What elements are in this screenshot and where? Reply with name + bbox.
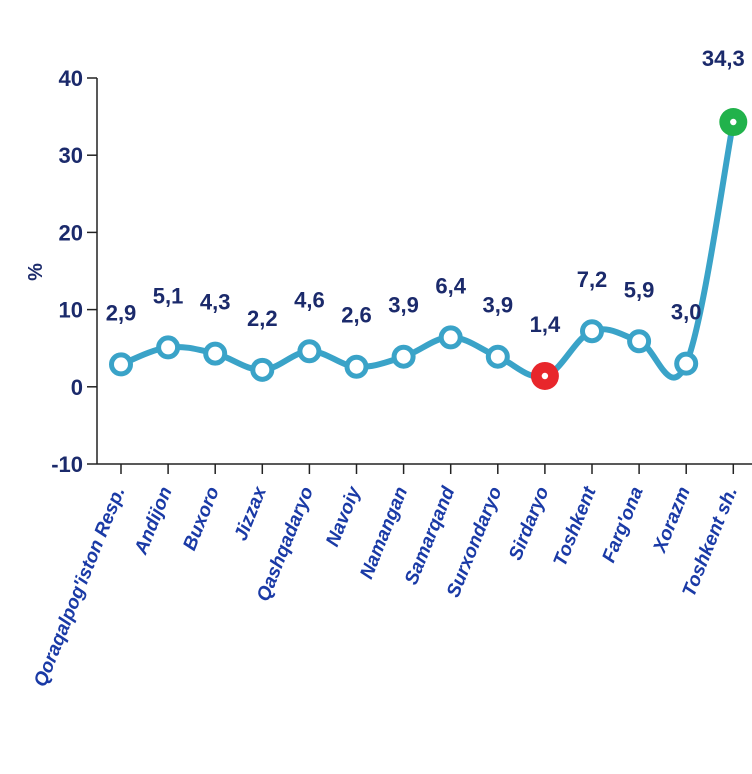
y-tick-label: 10: [59, 298, 83, 323]
data-point: [438, 325, 463, 350]
x-tick-label: Farg'ona: [598, 484, 647, 566]
x-tick-label: Qoraqalpog'iston Resp.: [30, 484, 129, 690]
data-label: 3,0: [671, 300, 702, 325]
data-point: [344, 354, 369, 379]
data-point: [250, 357, 275, 382]
data-label-group: 2,9 5,1 4,3 2,2 4,6 2,6 3,9 6,4 3,9 1,4 7,2 5,9 3,0 3…: [106, 46, 745, 337]
data-point: [674, 351, 699, 376]
data-label: 3,9: [483, 293, 514, 318]
data-point-min-dot: [541, 372, 549, 380]
data-label: 2,6: [341, 303, 372, 328]
data-label: 4,6: [294, 287, 325, 312]
y-tick-label: 0: [71, 375, 83, 400]
x-tick-label: Sirdaryo: [505, 484, 553, 563]
data-label: 7,2: [577, 267, 608, 292]
data-point: [580, 319, 604, 344]
data-point-max-dot: [730, 118, 737, 126]
y-axis-label: %: [25, 263, 47, 281]
data-label: 2,9: [106, 300, 137, 325]
x-tick-label: Xorazm: [649, 484, 695, 557]
data-point: [391, 344, 416, 369]
x-tick-label: Andijon: [130, 484, 176, 558]
data-point: [627, 329, 652, 354]
x-tick-label: Buxoro: [179, 484, 223, 554]
data-label: 1,4: [530, 312, 561, 337]
y-tick-label: 40: [59, 66, 83, 91]
data-label: 6,4: [435, 273, 466, 298]
data-point: [485, 344, 510, 369]
data-point: [109, 352, 133, 377]
data-point: [203, 341, 228, 366]
x-tick-label: Toshkent: [550, 483, 601, 569]
y-tick-label: 20: [59, 220, 83, 245]
x-tick-label: Namangan: [356, 484, 412, 582]
data-label: 5,1: [153, 283, 184, 308]
data-label: 3,9: [388, 293, 419, 318]
data-label: 34,3: [702, 46, 745, 71]
chart-axes: 40 30 20 10 0 -10: [51, 66, 752, 477]
y-tick-label: -10: [51, 452, 83, 477]
data-point: [156, 335, 181, 360]
y-tick-label: 30: [59, 143, 83, 168]
data-label: 5,9: [624, 277, 655, 302]
data-point: [297, 339, 322, 364]
data-label: 2,2: [247, 306, 278, 331]
series-line-group: [109, 108, 748, 390]
data-label: 4,3: [200, 290, 231, 315]
x-tick-label: Navoiy: [322, 483, 365, 550]
x-tick-label: Jizzax: [230, 483, 271, 544]
x-tick-label-group: Qoraqalpog'iston Resp. Andijon Buxoro Jizza…: [30, 483, 742, 690]
